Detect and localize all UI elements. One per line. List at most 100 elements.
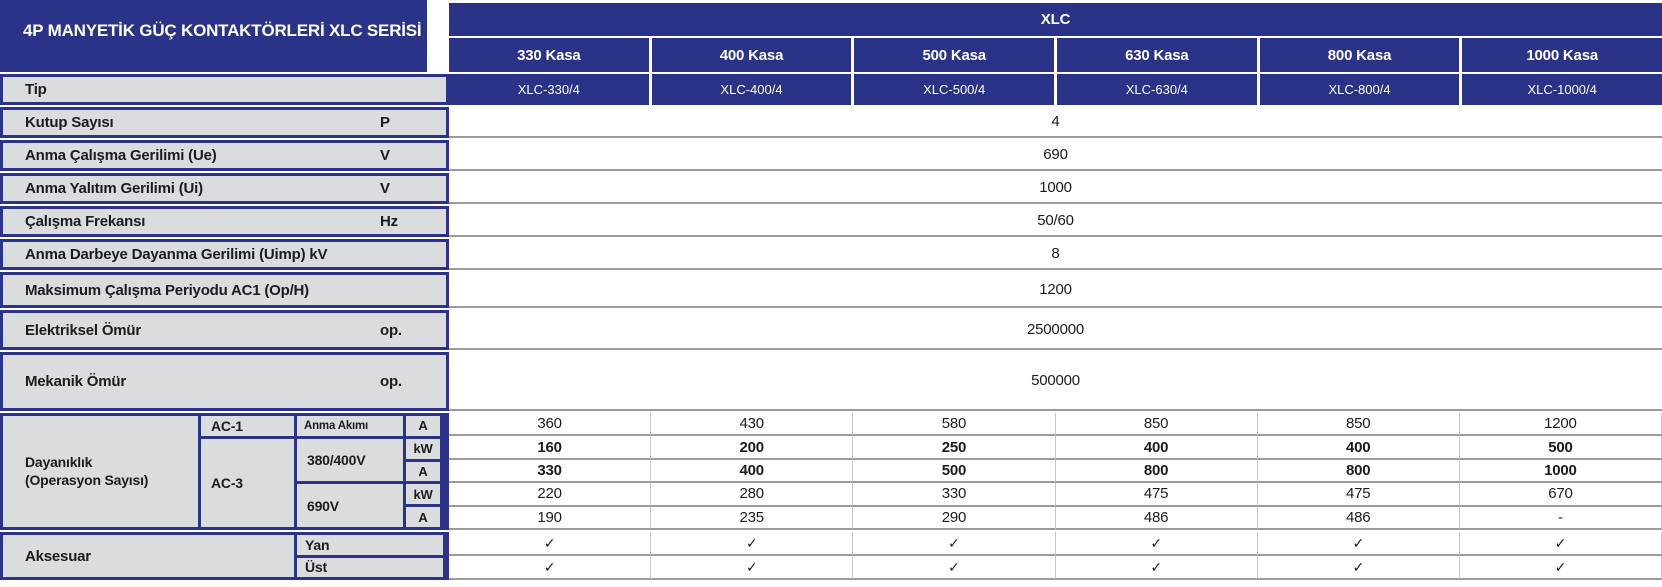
unit-cell: kW <box>406 438 440 459</box>
model-cell: XLC-500/4 <box>854 74 1055 105</box>
row-unit: P <box>380 114 390 131</box>
value-cell: 486 <box>1257 506 1460 530</box>
value-cell: 400 <box>1257 436 1460 460</box>
value-cell: 190 <box>449 506 652 530</box>
header-band: 4P MANYETİK GÜÇ KONTAKTÖRLERİ XLC SERİSİ… <box>0 0 1662 72</box>
durability-label: Dayanıklık <box>25 454 93 471</box>
value-cell: 330 <box>853 483 1056 507</box>
durability-sublabel: (Operasyon Sayısı) <box>25 472 149 489</box>
page-title: 4P MANYETİK GÜÇ KONTAKTÖRLERİ XLC SERİSİ <box>0 0 427 72</box>
spec-value: 50/60 <box>449 206 1662 237</box>
row-label: Anma Çalışma Gerilimi (Ue) <box>25 147 217 164</box>
header-gutter <box>427 0 449 72</box>
value-cell: 486 <box>1055 506 1258 530</box>
value-cell: 800 <box>1055 459 1258 484</box>
checkmark-cell: ✓ <box>1257 556 1460 580</box>
row-label: Tip <box>25 81 47 98</box>
ac1-cell: AC-1 <box>201 416 294 436</box>
checkmark-cell: ✓ <box>449 556 652 580</box>
value-cell: 290 <box>853 506 1056 530</box>
spec-label-cell: Anma Darbeye Dayanma Gerilimi (Uimp) kV <box>0 239 449 270</box>
checkmark-cell: ✓ <box>1257 532 1460 556</box>
table-row-yan: ✓ ✓ ✓ ✓ ✓ ✓ <box>449 532 1662 556</box>
value-cell: 200 <box>651 436 854 460</box>
tip-label-cell: Tip <box>0 74 449 105</box>
checkmark-cell: ✓ <box>1055 556 1258 580</box>
row-unit: Hz <box>380 213 398 230</box>
spec-label-cell: Çalışma Frekansı Hz <box>0 206 449 237</box>
spec-row-anma-calisma-gerilimi: Anma Çalışma Gerilimi (Ue) V 690 <box>0 140 1662 171</box>
accessories-header-grid: Aksesuar Yan Üst <box>0 532 449 580</box>
accessories-label-cell: Aksesuar <box>3 535 294 577</box>
row-label: Elektriksel Ömür <box>25 321 142 339</box>
durability-section: Dayanıklık (Operasyon Sayısı) AC-1 AC-3 … <box>0 413 1662 530</box>
value-cell: 475 <box>1257 483 1460 507</box>
accessories-section: Aksesuar Yan Üst ✓ ✓ ✓ ✓ ✓ ✓ ✓ ✓ ✓ ✓ ✓ ✓ <box>0 532 1662 580</box>
value-cell: 250 <box>853 436 1056 460</box>
accessories-values-grid: ✓ ✓ ✓ ✓ ✓ ✓ ✓ ✓ ✓ ✓ ✓ ✓ <box>449 532 1662 580</box>
row-label: Kutup Sayısı <box>25 114 114 131</box>
spec-value: 500000 <box>449 352 1662 411</box>
table-row-380-400v-a: 330 400 500 800 800 1000 <box>449 459 1662 484</box>
spec-label-cell: Kutup Sayısı P <box>0 107 449 138</box>
value-cell: 670 <box>1459 483 1662 507</box>
row-label: Çalışma Frekansı <box>25 213 146 230</box>
row-unit: V <box>380 147 390 164</box>
value-cell: 400 <box>1055 436 1258 460</box>
row-unit: op. <box>380 373 402 390</box>
value-cell: 850 <box>1257 413 1460 437</box>
checkmark-cell: ✓ <box>651 532 854 556</box>
model-cell: XLC-1000/4 <box>1462 74 1662 105</box>
table-row-690v-kw: 220 280 330 475 475 670 <box>449 483 1662 507</box>
case-header: 630 Kasa <box>1057 38 1257 72</box>
spec-value: 4 <box>449 107 1662 138</box>
spec-label-cell: Anma Çalışma Gerilimi (Ue) V <box>0 140 449 171</box>
durability-header-grid: Dayanıklık (Operasyon Sayısı) AC-1 AC-3 … <box>0 413 449 530</box>
spec-row-anma-darbeye-dayanma: Anma Darbeye Dayanma Gerilimi (Uimp) kV … <box>0 239 1662 270</box>
value-cell: 475 <box>1055 483 1258 507</box>
value-cell: 800 <box>1257 459 1460 484</box>
value-cell: - <box>1459 506 1662 530</box>
value-cell: 430 <box>651 413 854 437</box>
checkmark-cell: ✓ <box>853 532 1056 556</box>
spec-row-anma-yalitim-gerilimi: Anma Yalıtım Gerilimi (Ui) V 1000 <box>0 173 1662 204</box>
unit-cell: A <box>406 507 440 527</box>
spec-row-elektriksel-omur: Elektriksel Ömür op. 2500000 <box>0 310 1662 350</box>
spec-value: 2500000 <box>449 310 1662 350</box>
checkmark-cell: ✓ <box>1459 556 1662 580</box>
accessory-row-label: Üst <box>297 557 443 577</box>
row-label: Maksimum Çalışma Periyodu AC1 (Op/H) <box>25 281 309 299</box>
row-unit: V <box>380 180 390 197</box>
model-cell: XLC-400/4 <box>651 74 852 105</box>
ac3-cell: AC-3 <box>201 438 294 527</box>
model-cell: XLC-800/4 <box>1259 74 1460 105</box>
model-cell: XLC-330/4 <box>449 74 649 105</box>
unit-cell: kW <box>406 484 440 505</box>
rated-current-cell: Anma Akımı <box>297 416 403 436</box>
spec-row-kutup-sayisi: Kutup Sayısı P 4 <box>0 107 1662 138</box>
value-cell: 280 <box>651 483 854 507</box>
table-row-380-400v-kw: 160 200 250 400 400 500 <box>449 436 1662 460</box>
value-cell: 1000 <box>1459 459 1662 484</box>
case-header: 330 Kasa <box>449 38 649 72</box>
row-label: Anma Darbeye Dayanma Gerilimi (Uimp) kV <box>25 246 328 263</box>
spec-row-mekanik-omur: Mekanik Ömür op. 500000 <box>0 352 1662 411</box>
durability-values-grid: 360 430 580 850 850 1200 160 200 250 400… <box>449 413 1662 530</box>
value-cell: 235 <box>651 506 854 530</box>
voltage-380-400-cell: 380/400V <box>297 438 403 482</box>
value-cell: 500 <box>1459 436 1662 460</box>
case-header: 400 Kasa <box>651 38 852 72</box>
value-cell: 330 <box>449 459 652 484</box>
value-cell: 850 <box>1055 413 1258 437</box>
row-label: Anma Yalıtım Gerilimi (Ui) <box>25 180 203 197</box>
spec-label-cell: Anma Yalıtım Gerilimi (Ui) V <box>0 173 449 204</box>
checkmark-cell: ✓ <box>449 532 652 556</box>
model-row: XLC-330/4 XLC-400/4 XLC-500/4 XLC-630/4 … <box>449 74 1662 105</box>
spec-label-cell: Elektriksel Ömür op. <box>0 310 449 350</box>
model-cell: XLC-630/4 <box>1057 74 1257 105</box>
checkmark-cell: ✓ <box>1055 532 1258 556</box>
spec-row-maksimum-calisma-periyodu: Maksimum Çalışma Periyodu AC1 (Op/H) 120… <box>0 272 1662 308</box>
tip-row: Tip XLC-330/4 XLC-400/4 XLC-500/4 XLC-63… <box>0 74 1662 105</box>
table-row-690v-a: 190 235 290 486 486 - <box>449 506 1662 530</box>
value-cell: 1200 <box>1459 413 1662 437</box>
